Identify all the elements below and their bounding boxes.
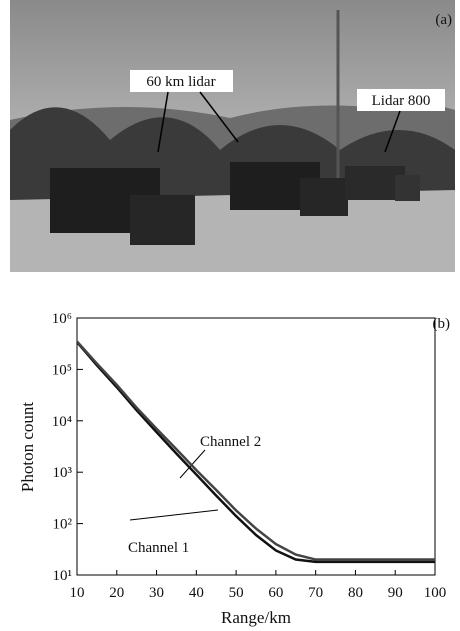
x-tick-label: 80 <box>348 585 363 601</box>
x-tick-label: 20 <box>109 585 124 601</box>
x-tick-label: 60 <box>268 585 283 601</box>
x-tick-label: 100 <box>424 585 447 601</box>
y-tick-label: 10⁶ <box>52 311 72 327</box>
x-tick-label: 10 <box>70 585 85 601</box>
y-tick-label: 10² <box>53 517 73 533</box>
series-label: Channel 1 <box>128 540 189 556</box>
x-tick-label: 40 <box>189 585 204 601</box>
x-tick-label: 30 <box>149 585 164 601</box>
panel-label: (a) <box>435 12 452 28</box>
x-axis-label: Range/km <box>221 608 291 627</box>
y-axis-label: Photon count <box>18 402 37 492</box>
series-line <box>76 340 435 561</box>
y-tick-label: 10¹ <box>53 568 73 584</box>
annotation-arrow <box>179 449 206 479</box>
plot-frame <box>76 317 436 576</box>
series-label: Channel 2 <box>200 434 261 450</box>
photo: 60 km lidar Lidar 800 (a) <box>10 0 455 272</box>
y-tick-label: 10⁵ <box>52 362 72 378</box>
x-tick-label: 50 <box>229 585 244 601</box>
x-tick-label: 70 <box>308 585 323 601</box>
series-line <box>76 341 435 564</box>
y-tick-label: 10³ <box>53 465 73 481</box>
x-tick-label: 90 <box>388 585 403 601</box>
annotation-arrow <box>129 509 219 521</box>
photo-annotation: 60 km lidar <box>146 74 215 90</box>
y-tick-label: 10⁴ <box>52 414 72 430</box>
photo-annotation: Lidar 800 <box>372 93 431 109</box>
panel-label: (b) <box>433 316 451 332</box>
